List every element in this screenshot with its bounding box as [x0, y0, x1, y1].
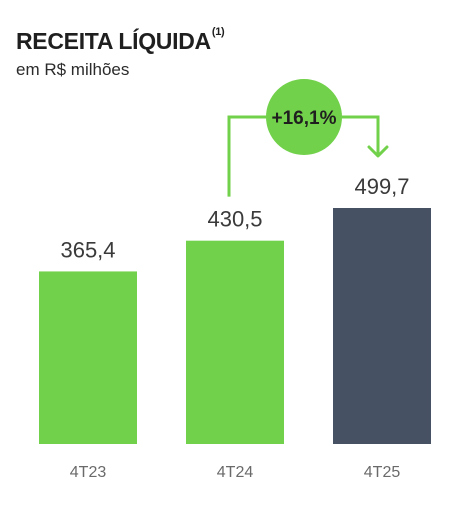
- growth-arrow-head-icon: [367, 145, 389, 158]
- title-text: RECEITA LÍQUIDA: [16, 28, 211, 54]
- value-label-4t23: 365,4: [60, 237, 115, 262]
- chart-title: RECEITA LÍQUIDA(1): [16, 26, 225, 55]
- growth-badge-label: +16,1%: [272, 108, 337, 129]
- growth-badge: [266, 79, 342, 155]
- category-label-4t25: 4T25: [364, 464, 401, 481]
- category-label-4t24: 4T24: [217, 464, 254, 481]
- value-label-4t24: 430,5: [207, 207, 262, 232]
- category-label-4t23: 4T23: [70, 464, 107, 481]
- bar-4t23: [39, 271, 137, 444]
- bar-4t24: [186, 240, 284, 444]
- chart-subtitle: em R$ milhões: [16, 60, 130, 79]
- bar-4t25: [333, 208, 431, 444]
- value-label-4t25: 499,7: [354, 174, 409, 199]
- title-footnote-mark: (1): [211, 26, 225, 38]
